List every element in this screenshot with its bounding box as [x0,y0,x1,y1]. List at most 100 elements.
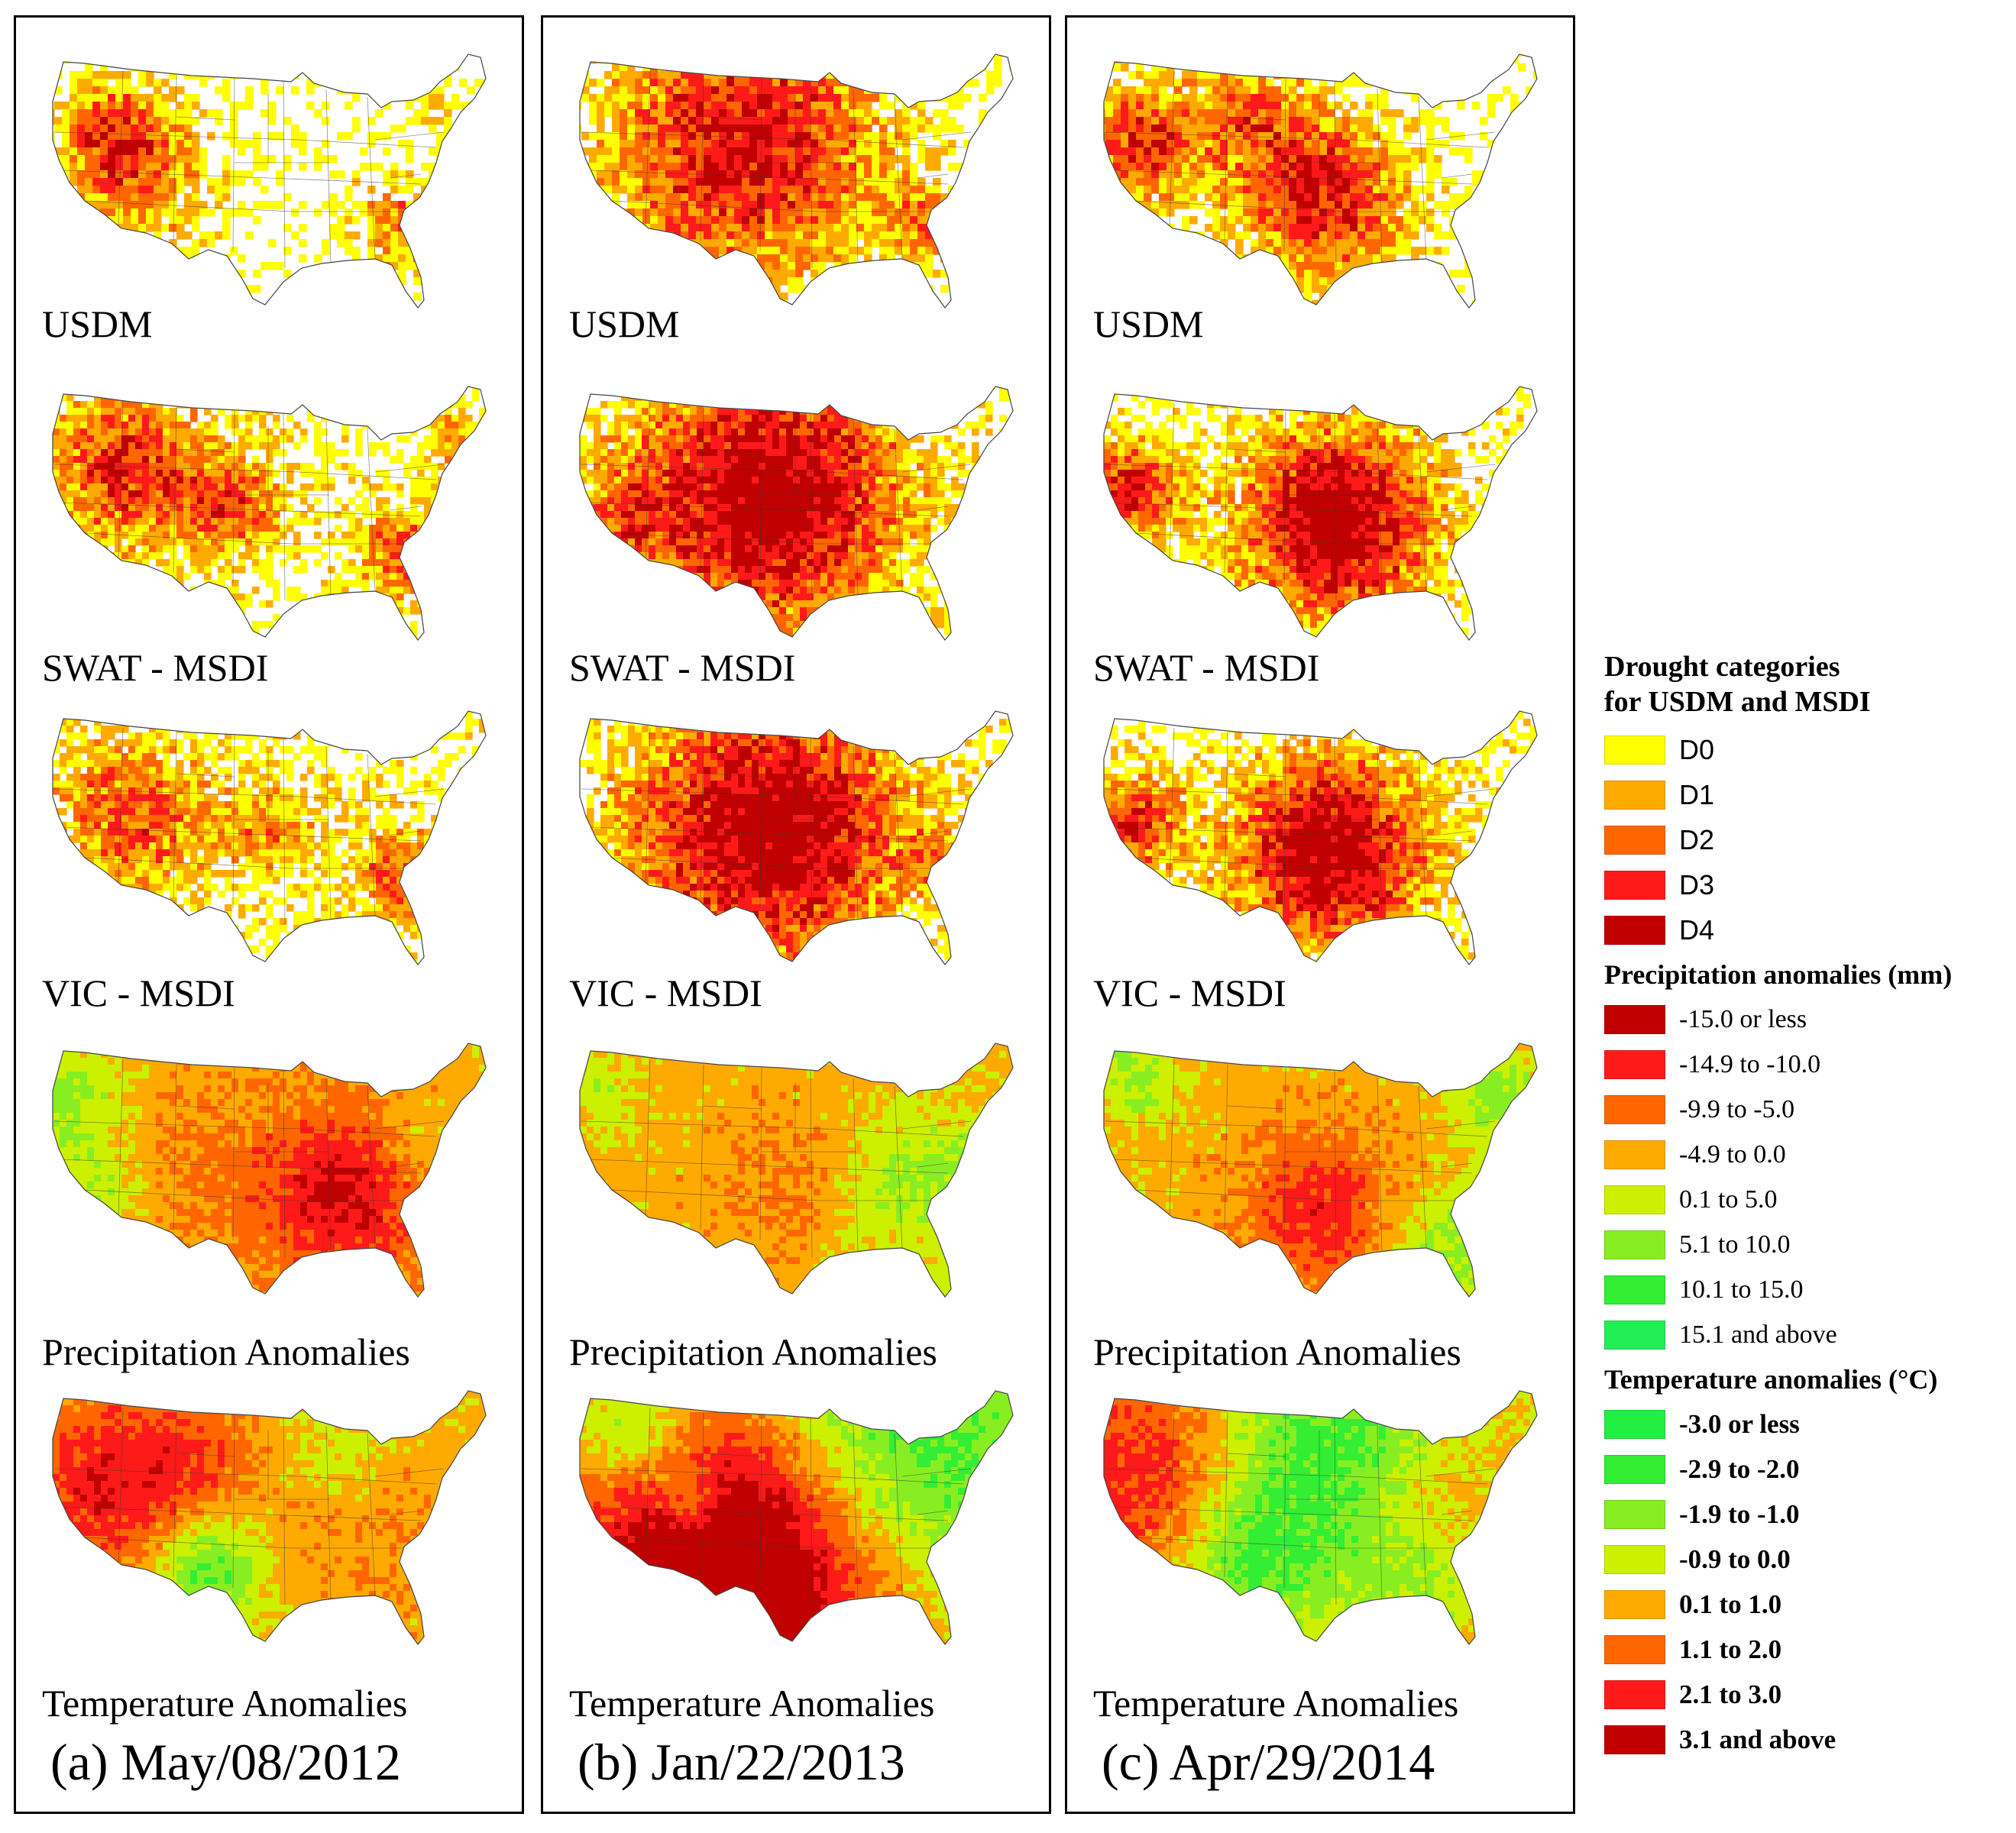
legend-label: 10.1 to 15.0 [1679,1275,1803,1304]
legend-item: -4.9 to 0.0 [1604,1132,2009,1177]
legend-label: -4.9 to 0.0 [1679,1140,1786,1169]
map-fill [1104,1391,1537,1644]
state-boundaries [53,1407,445,1605]
legend-item: 10.1 to 15.0 [1604,1267,2009,1312]
map-precip [566,1037,1032,1320]
map-fill [580,1391,1013,1644]
us-map [52,710,487,965]
us-map [1103,1043,1538,1298]
legend-label: D0 [1679,734,1714,766]
us-map [52,1043,487,1298]
legend-item: 0.1 to 5.0 [1604,1177,2009,1222]
map-label: Precipitation Anomalies [569,1330,937,1374]
us-outline [579,386,1014,641]
legend-item: D3 [1604,862,2009,907]
legend-swatch [1604,1409,1665,1439]
us-map [579,53,1014,309]
us-outline [52,1043,487,1298]
us-outline [52,710,487,965]
legend-item: -2.9 to -2.0 [1604,1447,2009,1492]
state-boundaries [1105,70,1496,269]
map-fill [1104,711,1537,965]
state-boundaries [581,1407,972,1605]
legend-label: -3.0 or less [1679,1409,1800,1440]
legend-label: -15.0 or less [1679,1005,1807,1034]
map-drought [1090,48,1556,331]
legend-item: -9.9 to -5.0 [1604,1087,2009,1132]
legend-swatch [1604,1094,1665,1124]
legend-label: D2 [1679,824,1714,856]
map-label: SWAT - MSDI [42,645,268,690]
legend-item: 0.1 to 1.0 [1604,1582,2009,1627]
panel-1: USDM SWAT - MSDI VIC - MSDI Precipitation A… [14,15,524,1814]
state-boundaries [581,70,972,269]
legend-swatch [1604,1320,1665,1350]
map-precip [39,1037,505,1320]
legend-item: D1 [1604,772,2009,817]
legend-swatch [1604,1454,1665,1484]
map-fill [1104,386,1537,640]
map-label: Temperature Anomalies [1093,1681,1458,1725]
map-fill [53,711,486,965]
map-label: USDM [569,302,679,346]
map-drought [1090,380,1556,663]
legend-swatch [1604,1140,1665,1169]
state-boundaries [581,402,972,601]
map-label: SWAT - MSDI [1093,645,1319,690]
legend-swatch [1604,1499,1665,1529]
legend-label: -9.9 to -5.0 [1679,1095,1794,1124]
map-drought [39,48,505,331]
us-outline [1103,386,1538,641]
legend-swatch [1604,1049,1665,1079]
map-drought [566,48,1032,331]
legend-item: D2 [1604,817,2009,862]
state-boundaries [53,402,445,601]
map-drought [566,705,1032,988]
map-temp [566,1385,1032,1667]
us-outline [52,53,487,309]
map-drought [1090,705,1556,988]
us-outline [579,53,1014,309]
us-outline [579,1043,1014,1298]
legend-item: 3.1 and above [1604,1717,2009,1762]
us-map [579,1043,1014,1298]
legend-item: -3.0 or less [1604,1401,2009,1447]
map-precip [1090,1037,1556,1320]
map-label: VIC - MSDI [42,971,235,1015]
us-map [1103,710,1538,965]
map-fill [1104,1043,1537,1297]
us-outline [1103,1043,1538,1298]
legend-swatch [1604,1230,1665,1259]
panel-3: USDM SWAT - MSDI VIC - MSDI Precipitation A… [1065,15,1575,1814]
us-outline [52,386,487,641]
legend-label: D1 [1679,779,1714,811]
legend-label: 0.1 to 5.0 [1679,1185,1777,1214]
map-temp [1090,1385,1556,1667]
map-label: Precipitation Anomalies [42,1330,410,1374]
map-label: VIC - MSDI [1093,971,1286,1015]
map-label: Precipitation Anomalies [1093,1330,1461,1374]
state-boundaries [581,727,972,926]
legend-swatch [1604,1725,1665,1754]
legend-swatch [1604,825,1665,855]
legend-swatch [1604,780,1665,810]
legend-swatch [1604,735,1665,765]
map-fill [53,1391,486,1644]
legend-swatch [1604,1185,1665,1214]
legend-item: -0.9 to 0.0 [1604,1537,2009,1582]
map-label: Temperature Anomalies [569,1681,934,1725]
drought-legend-title-line2: for USDM and MSDI [1604,684,2009,719]
us-map [1103,53,1538,309]
us-map [52,1390,487,1645]
state-boundaries [1105,1407,1496,1605]
legend-item: 5.1 to 10.0 [1604,1222,2009,1267]
legend-swatch [1604,1634,1665,1664]
legend-item: -14.9 to -10.0 [1604,1042,2009,1087]
legend: Drought categories for USDM and MSDI D0 D… [1604,649,2009,1762]
state-boundaries [53,70,445,269]
us-map [52,386,487,641]
legend-swatch [1604,1589,1665,1619]
map-fill [580,1043,1013,1297]
map-label: VIC - MSDI [569,971,762,1015]
us-outline [1103,710,1538,965]
